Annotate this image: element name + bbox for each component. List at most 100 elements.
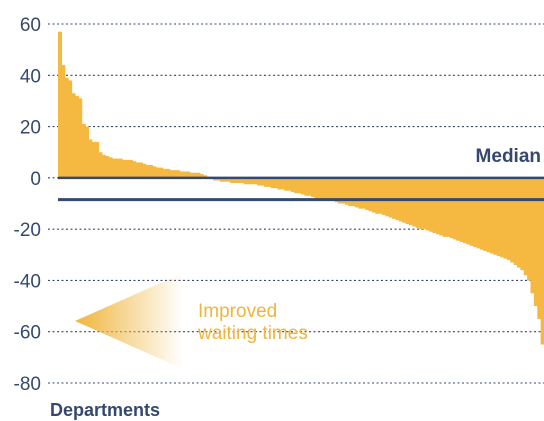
bar	[263, 177, 268, 187]
y-tick-label: 20	[20, 118, 41, 139]
bar	[459, 177, 464, 242]
bar	[297, 177, 302, 194]
bar	[101, 154, 106, 178]
bar	[81, 124, 86, 178]
bar	[341, 177, 346, 204]
bar	[145, 165, 150, 178]
bar	[115, 158, 120, 178]
bar	[91, 141, 96, 178]
bar	[142, 163, 147, 178]
bar	[449, 177, 454, 239]
bar	[182, 171, 187, 178]
bar	[334, 177, 339, 203]
bar	[378, 177, 383, 214]
bar	[240, 177, 245, 183]
annotation-line-2: waiting times	[197, 323, 308, 344]
bar	[284, 177, 289, 191]
bar	[371, 177, 376, 213]
bar	[186, 171, 191, 178]
bar	[267, 177, 272, 187]
y-tick-label: -20	[14, 220, 41, 241]
bar	[368, 177, 373, 212]
bar	[88, 139, 93, 178]
bar	[355, 177, 359, 208]
bar	[260, 177, 265, 186]
y-tick-label: 60	[20, 15, 41, 36]
bar	[523, 177, 528, 276]
y-tick-label: -60	[14, 323, 41, 344]
bar	[446, 177, 451, 237]
bar	[294, 177, 299, 194]
bar	[95, 141, 100, 178]
bar	[358, 177, 363, 209]
bar	[527, 177, 532, 281]
bar	[317, 177, 322, 199]
x-axis-label: Departments	[50, 400, 160, 420]
bar	[253, 177, 258, 185]
bar	[230, 177, 235, 183]
bar	[344, 177, 349, 205]
y-tick-label: 0	[30, 169, 41, 190]
bar	[270, 177, 275, 189]
y-tick-label: -40	[14, 271, 41, 292]
bar	[314, 177, 319, 199]
bar	[213, 177, 218, 181]
bar	[250, 177, 255, 185]
bar	[247, 177, 251, 185]
bar	[409, 177, 413, 226]
bar	[128, 159, 133, 178]
bar	[311, 177, 316, 198]
bar	[118, 158, 123, 178]
annotation-text: Improved waiting times	[197, 301, 308, 344]
bar	[375, 177, 380, 214]
bar	[361, 177, 366, 209]
bar	[135, 162, 140, 178]
bar	[422, 177, 427, 230]
bar	[493, 177, 498, 255]
bar	[338, 177, 343, 204]
bar	[64, 77, 69, 178]
bar	[236, 177, 241, 183]
bar	[425, 177, 430, 231]
bar	[85, 126, 89, 178]
bar	[307, 177, 312, 196]
bar	[274, 177, 278, 189]
bar	[301, 177, 305, 195]
bar	[419, 177, 424, 230]
bar	[533, 177, 538, 307]
bar	[452, 177, 457, 240]
bar	[172, 170, 177, 178]
bar	[432, 177, 437, 233]
bar	[500, 177, 505, 258]
bar	[331, 177, 336, 201]
bar	[108, 157, 113, 178]
bar	[520, 177, 525, 271]
bar	[304, 177, 309, 196]
bar	[179, 171, 184, 178]
bar	[365, 177, 370, 210]
bar	[476, 177, 481, 249]
bar	[483, 177, 488, 251]
bar	[193, 172, 197, 178]
bar	[98, 152, 103, 178]
bar	[105, 156, 110, 178]
bar	[78, 98, 83, 178]
bar	[280, 177, 285, 190]
bar	[58, 31, 62, 178]
bar	[540, 177, 544, 345]
improvement-arrow	[75, 273, 183, 369]
y-tick-label: 40	[20, 66, 41, 87]
bar	[466, 177, 471, 245]
bar	[139, 162, 143, 178]
bar	[125, 159, 130, 178]
bar	[456, 177, 461, 241]
annotation-line-1: Improved	[198, 301, 277, 322]
bar	[68, 80, 73, 178]
bar	[223, 177, 228, 182]
bar	[506, 177, 511, 260]
bar	[159, 167, 164, 178]
bar	[155, 167, 160, 178]
bar	[469, 177, 474, 246]
bar	[382, 177, 386, 216]
